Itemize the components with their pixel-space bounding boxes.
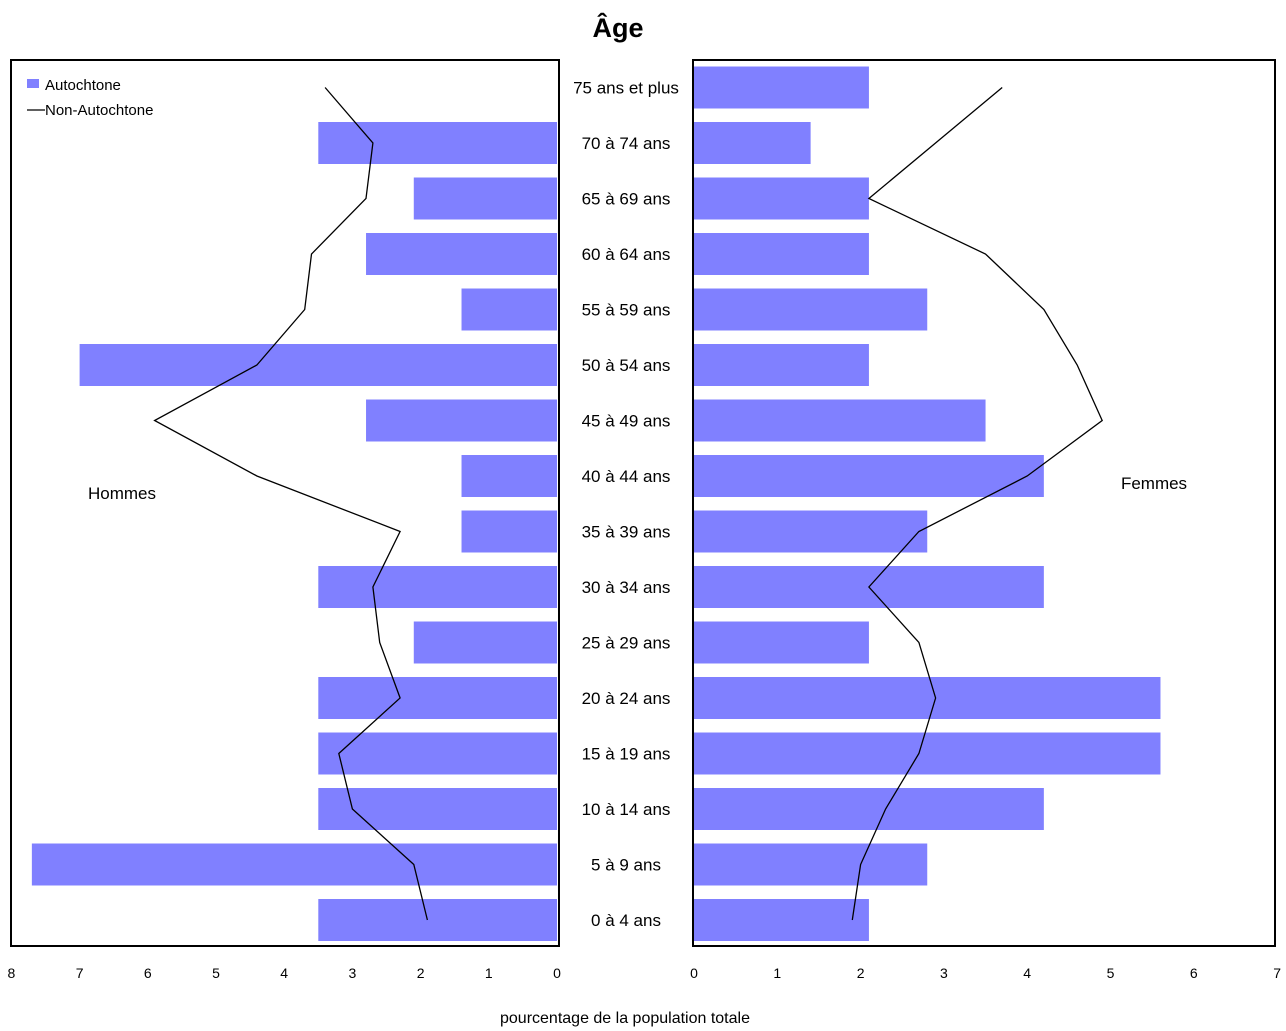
femmes-non-autochtone-line	[851, 87, 1104, 921]
hommes-plot-frame	[10, 59, 560, 947]
hommes-tick-1: 1	[485, 965, 493, 981]
femmes-bar-20-a-24-ans	[694, 677, 1161, 719]
hommes-tick-5: 5	[212, 965, 220, 981]
femmes-bar-70-a-74-ans	[694, 122, 811, 164]
femmes-tick-2: 2	[857, 965, 865, 981]
femmes-plot-frame	[692, 59, 1276, 947]
hommes-bar-20-a-24-ans	[318, 677, 557, 719]
hommes-bar-35-a-39-ans	[461, 510, 557, 553]
hommes-bar-50-a-54-ans	[79, 344, 557, 386]
age-label-40-a-44-ans: 40 à 44 ans	[582, 467, 671, 486]
hommes-tick-6: 6	[144, 965, 152, 981]
legend-label-non-autochtone: Non-Autochtone	[45, 102, 153, 119]
femmes-bar-45-a-49-ans	[694, 399, 986, 442]
femmes-tick-0: 0	[690, 965, 698, 981]
hommes-tick-2: 2	[417, 965, 425, 981]
femmes-bar-50-a-54-ans	[694, 344, 869, 386]
legend-swatch-autochtone	[27, 79, 39, 88]
femmes-tick-3: 3	[940, 965, 948, 981]
hommes-tick-3: 3	[349, 965, 357, 981]
hommes-bar-15-a-19-ans	[318, 732, 557, 775]
legend-label-autochtone: Autochtone	[45, 77, 121, 94]
hommes-tick-4: 4	[280, 965, 288, 981]
femmes-bar-35-a-39-ans	[694, 510, 928, 553]
femmes-panel: Femmes 0 1 2 3 4 5 6 7	[690, 59, 1281, 981]
femmes-bar-55-a-59-ans	[694, 288, 928, 331]
hommes-bar-10-a-14-ans	[318, 788, 557, 830]
femmes-tick-4: 4	[1023, 965, 1031, 981]
legend: Autochtone Non-Autochtone	[27, 77, 153, 119]
hommes-label: Hommes	[88, 484, 156, 503]
femmes-tick-1: 1	[773, 965, 781, 981]
hommes-bar-0-a-4-ans	[318, 899, 557, 941]
femmes-tick-6: 6	[1190, 965, 1198, 981]
hommes-bar-70-a-74-ans	[318, 122, 557, 164]
age-label-20-a-24-ans: 20 à 24 ans	[582, 689, 671, 708]
hommes-panel: Hommes 8 7 6 5 4 3 2 1 0	[8, 59, 561, 981]
age-label-10-a-14-ans: 10 à 14 ans	[582, 800, 671, 819]
age-label-70-a-74-ans: 70 à 74 ans	[582, 134, 671, 153]
femmes-bar-75-ans-et-plus	[694, 66, 869, 109]
femmes-label: Femmes	[1121, 474, 1187, 493]
hommes-bar-30-a-34-ans	[318, 566, 557, 608]
hommes-bar-25-a-29-ans	[413, 621, 557, 664]
hommes-bar-45-a-49-ans	[366, 399, 557, 442]
hommes-non-autochtone-line	[153, 87, 429, 921]
hommes-bar-55-a-59-ans	[461, 288, 557, 331]
femmes-tick-7: 7	[1273, 965, 1281, 981]
femmes-bar-0-a-4-ans	[694, 899, 869, 941]
age-label-75-ans-et-plus: 75 ans et plus	[573, 79, 679, 98]
age-label-50-a-54-ans: 50 à 54 ans	[582, 356, 671, 375]
hommes-tick-8: 8	[8, 965, 16, 981]
age-label-25-a-29-ans: 25 à 29 ans	[582, 634, 671, 653]
femmes-bar-10-a-14-ans	[694, 788, 1044, 830]
hommes-bar-65-a-69-ans	[413, 177, 557, 220]
age-label-5-a-9-ans: 5 à 9 ans	[591, 856, 661, 875]
hommes-bar-60-a-64-ans	[366, 233, 557, 275]
femmes-bar-5-a-9-ans	[694, 843, 928, 886]
age-label-60-a-64-ans: 60 à 64 ans	[582, 245, 671, 264]
age-label-45-a-49-ans: 45 à 49 ans	[582, 412, 671, 431]
femmes-bar-65-a-69-ans	[694, 177, 869, 220]
femmes-bar-15-a-19-ans	[694, 732, 1161, 775]
femmes-bar-60-a-64-ans	[694, 233, 869, 275]
hommes-bar-5-a-9-ans	[31, 843, 558, 886]
femmes-bar-25-a-29-ans	[694, 621, 869, 664]
hommes-tick-0: 0	[553, 965, 561, 981]
hommes-tick-7: 7	[76, 965, 84, 981]
femmes-tick-5: 5	[1107, 965, 1115, 981]
age-label-35-a-39-ans: 35 à 39 ans	[582, 523, 671, 542]
age-category-labels: 0 à 4 ans 5 à 9 ans 10 à 14 ans 15 à 19 ans…	[573, 79, 679, 931]
age-label-15-a-19-ans: 15 à 19 ans	[582, 745, 671, 764]
age-label-0-a-4-ans: 0 à 4 ans	[591, 911, 661, 930]
age-label-55-a-59-ans: 55 à 59 ans	[582, 301, 671, 320]
age-label-65-a-69-ans: 65 à 69 ans	[582, 190, 671, 209]
age-label-30-a-34-ans: 30 à 34 ans	[582, 578, 671, 597]
femmes-bar-40-a-44-ans	[694, 455, 1044, 497]
x-axis-label: pourcentage de la population totale	[500, 1010, 750, 1027]
hommes-bar-40-a-44-ans	[461, 455, 557, 497]
chart-title: Âge	[592, 12, 643, 43]
